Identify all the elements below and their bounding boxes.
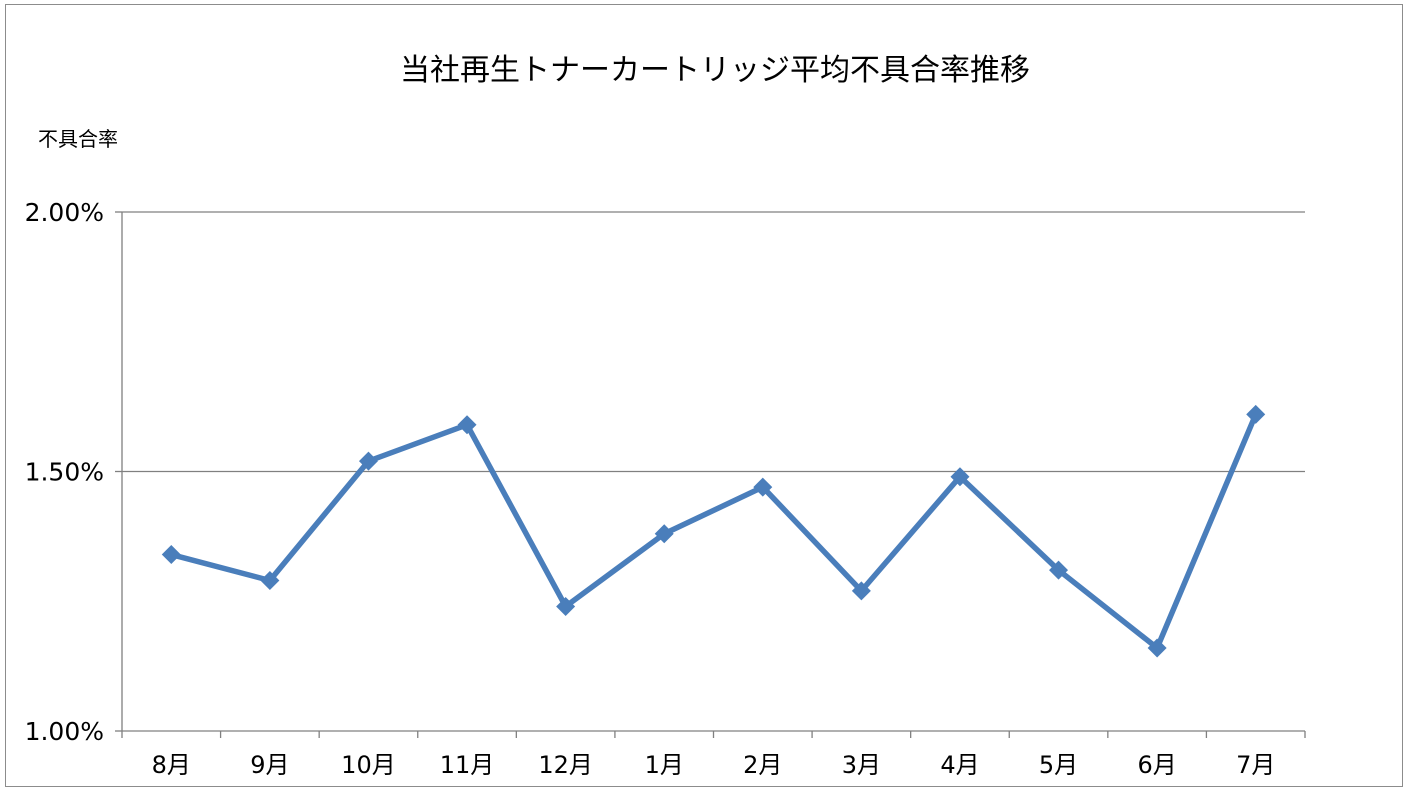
series-layer: [161, 404, 1266, 658]
y-axis-label: 不具合率: [38, 127, 118, 151]
data-point-marker: [851, 581, 871, 601]
axes: [115, 211, 1306, 738]
data-point-marker: [457, 415, 477, 435]
x-tick-label: 10月: [341, 751, 396, 779]
x-tick-label: 12月: [538, 751, 593, 779]
data-point-marker: [1049, 560, 1069, 580]
data-point-marker: [161, 545, 181, 565]
data-point-marker: [260, 570, 280, 590]
data-point-marker: [1246, 404, 1266, 424]
x-tick-labels: 8月 9月 10月 11月 12月 1月 2月 3月 4月 5月 6月 7月: [152, 751, 1276, 779]
series-line: [168, 411, 1259, 651]
data-point-marker: [654, 524, 674, 544]
data-point-marker: [358, 451, 378, 471]
y-tick-labels: 1.00% 1.50% 2.00%: [25, 198, 104, 746]
x-tick-label: 9月: [250, 751, 289, 779]
x-tick-label: 7月: [1236, 751, 1275, 779]
data-point-marker: [1147, 638, 1167, 658]
data-point-marker: [950, 467, 970, 487]
gridlines: [122, 211, 1305, 473]
x-tick-label: 5月: [1039, 751, 1078, 779]
y-tick-label: 1.00%: [25, 717, 104, 746]
data-point-marker: [556, 596, 576, 616]
x-tick-label: 4月: [940, 751, 979, 779]
x-tick-label: 1月: [645, 751, 684, 779]
y-tick-label: 1.50%: [25, 458, 104, 487]
x-tick-label: 6月: [1137, 751, 1176, 779]
x-tick-label: 2月: [743, 751, 782, 779]
x-tick-label: 8月: [152, 751, 191, 779]
chart-title: 当社再生トナーカートリッジ平均不具合率推移: [400, 53, 1030, 88]
data-point-marker: [753, 477, 773, 497]
x-tick-label: 11月: [440, 751, 495, 779]
x-tick-label: 3月: [842, 751, 881, 779]
chart-frame: [5, 4, 1403, 787]
y-tick-label: 2.00%: [25, 198, 104, 227]
